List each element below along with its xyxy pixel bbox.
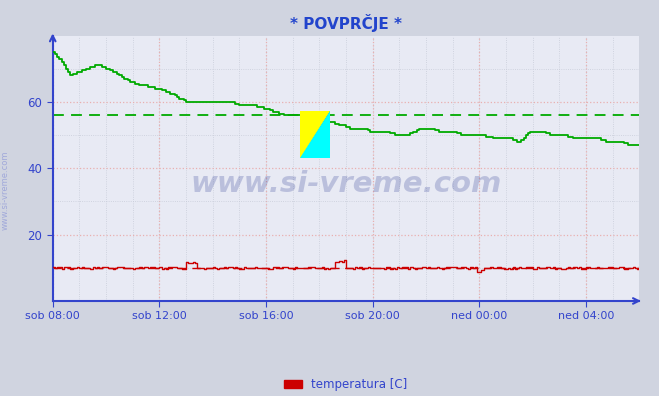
Polygon shape [300, 111, 330, 158]
Polygon shape [300, 111, 330, 158]
Legend: temperatura [C], pretok [m3/s]: temperatura [C], pretok [m3/s] [279, 373, 413, 396]
Text: www.si-vreme.com: www.si-vreme.com [1, 150, 10, 230]
Title: * POVPRČJE *: * POVPRČJE * [290, 14, 402, 32]
Text: www.si-vreme.com: www.si-vreme.com [190, 170, 501, 198]
